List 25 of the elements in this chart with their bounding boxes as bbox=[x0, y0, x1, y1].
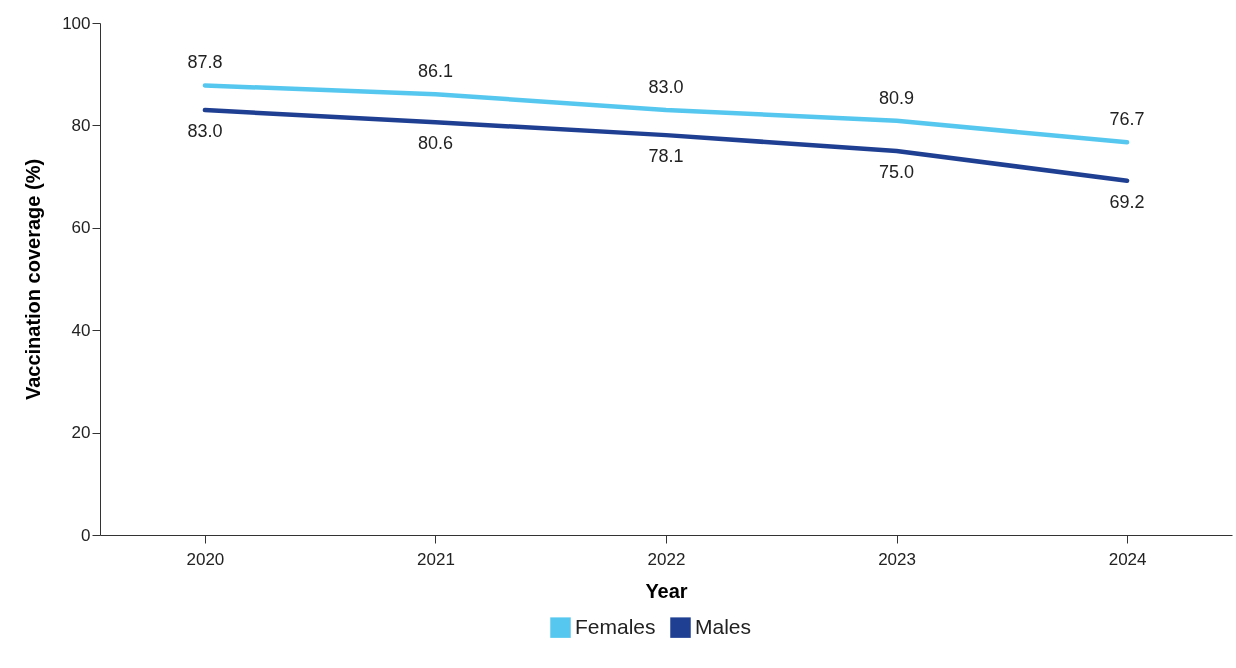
y-tick-label: 0 bbox=[81, 525, 91, 545]
x-tick-label: 2020 bbox=[186, 549, 225, 569]
x-tick-label: 2022 bbox=[647, 549, 686, 569]
data-label: 78.1 bbox=[648, 146, 684, 167]
data-label: 80.6 bbox=[417, 133, 453, 154]
x-axis-title: Year bbox=[645, 579, 688, 602]
y-tick-label: 20 bbox=[71, 423, 91, 443]
legend-label: Females bbox=[575, 614, 656, 638]
data-label: 76.7 bbox=[1109, 109, 1145, 130]
data-label: 75.0 bbox=[879, 162, 915, 182]
data-label: 80.9 bbox=[879, 87, 915, 108]
y-tick-label: 40 bbox=[71, 320, 91, 340]
x-tick-label: 2023 bbox=[878, 549, 916, 569]
data-label: 86.1 bbox=[417, 61, 453, 82]
legend-label: Males bbox=[695, 614, 752, 638]
data-label: 83.0 bbox=[648, 77, 684, 98]
data-label: 83.0 bbox=[187, 121, 223, 142]
data-label: 87.8 bbox=[187, 52, 223, 73]
y-tick-label: 60 bbox=[71, 218, 91, 238]
x-tick-label: 2024 bbox=[1108, 549, 1147, 569]
y-tick-label: 100 bbox=[62, 13, 91, 33]
y-axis-title: Vaccination coverage (%) bbox=[22, 158, 45, 401]
y-tick-label: 80 bbox=[71, 115, 91, 135]
x-tick-label: 2021 bbox=[417, 549, 455, 569]
data-label: 69.2 bbox=[1109, 191, 1145, 212]
